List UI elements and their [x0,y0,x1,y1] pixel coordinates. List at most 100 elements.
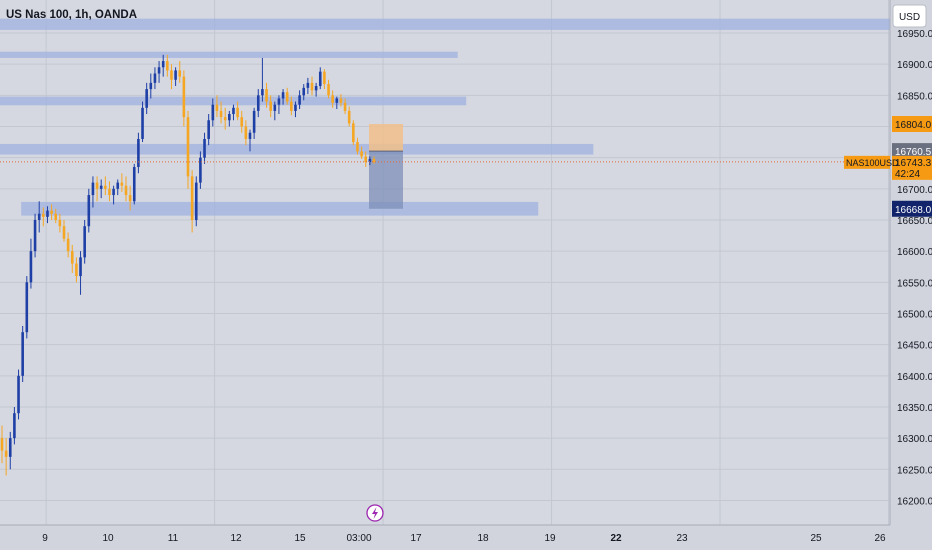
candle-body [21,332,24,376]
last-price-label: 16743.3 [895,158,932,169]
candle-body [368,158,372,163]
candle-body [265,89,268,102]
currency-button[interactable]: USD [892,4,927,28]
candle-body [228,114,231,121]
candle-body [256,95,260,111]
candle-body [190,176,194,220]
stop-loss-zone[interactable] [369,124,403,152]
candle-body [42,213,45,217]
time-label: 25 [810,533,822,544]
candle-body [70,251,74,264]
candle-body [372,158,376,163]
price-tick: 16200.0 [897,496,932,507]
time-label: 23 [676,533,688,544]
candle-body [112,188,115,196]
candle-body [281,92,285,99]
candle-body [364,156,368,163]
candle-body [240,117,244,127]
price-tick: 16300.0 [897,434,932,445]
candle-body [128,195,132,202]
candle-body [219,110,223,118]
candle-body [13,413,16,439]
candle-body [161,61,165,68]
candle-body [178,70,182,77]
grid-lines [0,0,890,525]
symbol-title[interactable]: US Nas 100, 1h, OANDA [6,9,137,21]
candle-body [29,251,33,283]
candle-body [343,102,347,111]
candle-body [25,282,29,333]
candle-body [149,82,153,90]
candlestick-series [0,54,376,476]
price-tick: 16550.0 [897,278,932,289]
candle-body [294,104,297,111]
candle-body [331,95,334,103]
price-tick: 16850.0 [897,91,932,102]
candle-body [290,101,293,111]
time-label: 26 [874,533,886,544]
stop-price-label-bg [892,116,932,133]
zone-rect[interactable] [0,96,467,106]
candle-body [347,110,351,124]
candle-body [211,104,215,121]
flash-icon[interactable] [366,504,384,522]
time-axis-background [0,525,890,550]
candle-body [236,107,239,118]
candle-body [186,117,190,177]
candle-body [33,219,37,252]
candle-body [314,85,318,91]
candle-body [182,76,186,118]
short-position-tool[interactable] [369,124,403,209]
time-axis-labels[interactable]: 9 10 11 12 15 03:00 17 18 19 22 23 25 26 [42,533,886,544]
candle-body [174,70,177,80]
candle-body [91,182,95,196]
last-price-bg [892,155,932,180]
candle-body [132,167,136,202]
candle-body [323,71,326,85]
candle-body [8,438,12,457]
zone-rect[interactable] [21,201,539,216]
zone-rect[interactable] [0,143,594,155]
currency-label: USD [899,12,920,23]
candle-body [157,67,161,74]
candle-body [269,101,272,111]
stop-price-label: 16804.0 [895,120,932,131]
candle-body [104,185,107,189]
price-tick: 16950.0 [897,29,932,40]
candle-body [356,142,359,152]
candle-body [66,238,70,252]
candle-body [50,210,53,214]
price-tick: 16650.0 [897,216,932,227]
zone-rect[interactable] [0,18,890,30]
candle-body [248,132,252,139]
time-label: 12 [230,533,242,544]
candle-body [223,117,227,121]
candle-body [95,182,99,189]
price-tick: 16500.0 [897,309,932,320]
candle-body [62,226,66,239]
time-label: 18 [477,533,489,544]
candle-body [352,123,355,143]
candle-body [141,107,144,139]
candle-body [207,120,210,139]
price-axis-background [890,0,932,550]
candle-body [166,61,169,71]
time-label: 03:00 [346,533,371,544]
price-tick: 16350.0 [897,403,932,414]
time-label: 11 [168,533,179,544]
time-label: 10 [102,533,114,544]
price-tick: 16250.0 [897,465,932,476]
time-label: 22 [610,533,622,544]
candle-body [79,257,82,277]
candle-body [273,104,277,111]
candle-body [252,110,256,133]
candle-body [4,450,8,457]
zone-rect[interactable] [0,51,458,58]
candle-body [0,438,4,451]
time-label: 19 [544,533,556,544]
target-price-label: 16668.0 [895,205,932,216]
bar-countdown-label: 42:24 [895,169,920,180]
candle-body [318,71,322,86]
